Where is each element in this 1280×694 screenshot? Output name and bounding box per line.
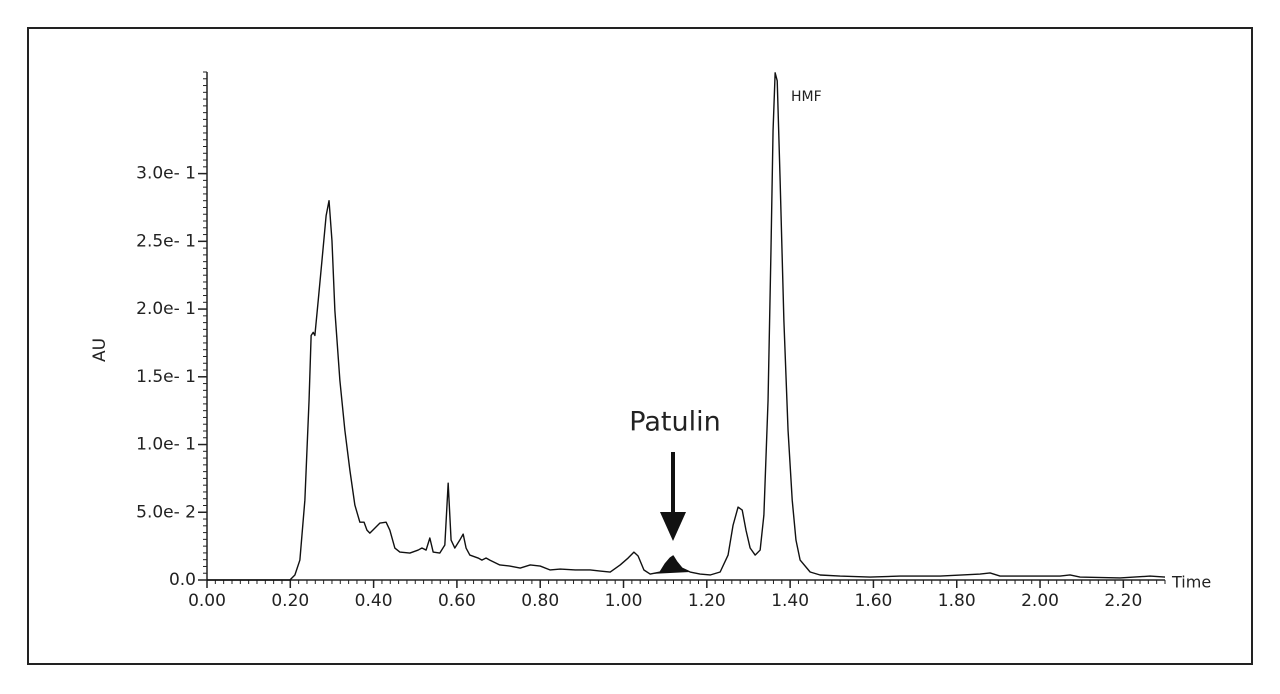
x-tick-label: 0.20 bbox=[271, 591, 309, 611]
x-tick-label: 2.20 bbox=[1104, 591, 1142, 611]
x-tick-label: 1.00 bbox=[605, 591, 643, 611]
x-tick-label: 0.00 bbox=[188, 591, 226, 611]
x-tick-label: 0.40 bbox=[355, 591, 393, 611]
x-tick-label: 0.80 bbox=[521, 591, 559, 611]
y-tick-label: 1.5e- 1 bbox=[136, 367, 196, 387]
x-tick-label: 1.20 bbox=[688, 591, 726, 611]
y-tick-label: 3.0e- 1 bbox=[136, 164, 196, 184]
x-tick-label: 1.60 bbox=[855, 591, 893, 611]
frame bbox=[27, 27, 1253, 665]
trace bbox=[207, 72, 1166, 581]
y-axis-label: AU bbox=[90, 338, 110, 362]
y-tick-label: 5.0e- 2 bbox=[136, 502, 196, 522]
y-tick-label: 1.0e- 1 bbox=[136, 435, 196, 455]
x-axis-label: Time bbox=[1171, 573, 1211, 592]
x-tick-label: 1.40 bbox=[771, 591, 809, 611]
annotation: Patulin bbox=[629, 407, 720, 438]
x-tick-label: 1.80 bbox=[938, 591, 976, 611]
y-tick-label: 0.0 bbox=[169, 570, 196, 590]
arrow-head bbox=[660, 512, 686, 541]
annotation: HMF bbox=[791, 89, 822, 105]
x-tick-label: 0.60 bbox=[438, 591, 476, 611]
y-tick-label: 2.5e- 1 bbox=[136, 231, 196, 251]
x-tick-label: 2.00 bbox=[1021, 591, 1059, 611]
y-tick-label: 2.0e- 1 bbox=[136, 299, 196, 319]
shaded-peak bbox=[650, 556, 691, 575]
